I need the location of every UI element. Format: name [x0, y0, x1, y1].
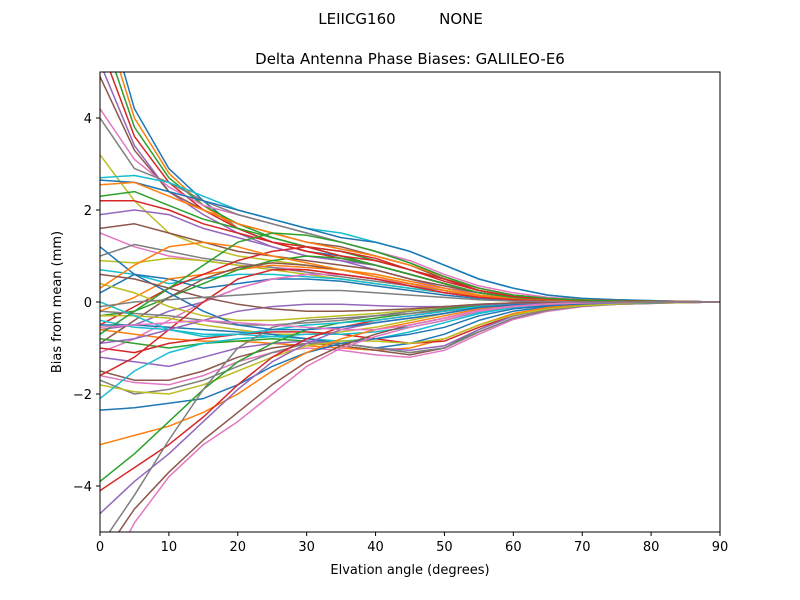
- figure-suptitle-right: NONE: [439, 10, 483, 28]
- y-tick-label: −2: [73, 388, 92, 403]
- series-line-s58: [100, 289, 720, 308]
- series-line-s11: [100, 179, 720, 303]
- x-tick-label: 10: [161, 540, 178, 555]
- x-tick-label: 80: [643, 540, 660, 555]
- x-tick-label: 0: [96, 540, 104, 555]
- y-axis: −4 −2 0 2 4: [73, 112, 100, 495]
- x-tick-label: 30: [298, 540, 315, 555]
- x-axis-label: Elvation angle (degrees): [330, 563, 489, 578]
- y-axis-label: Bias from mean (mm): [50, 231, 65, 373]
- x-tick-label: 90: [712, 540, 729, 555]
- series-layer: [100, 72, 720, 532]
- figure-suptitle-left: LEIICG160: [318, 10, 395, 28]
- x-axis: 0 10 20 30 40 50 60 70 80 90: [96, 532, 728, 555]
- x-tick-label: 60: [505, 540, 522, 555]
- y-tick-label: 2: [84, 204, 92, 219]
- series-line-s53: [100, 232, 720, 335]
- y-tick-label: 0: [84, 296, 92, 311]
- y-tick-label: 4: [84, 112, 92, 127]
- y-tick-label: −4: [73, 480, 92, 495]
- chart-title: Delta Antenna Phase Biases: GALILEO-E6: [255, 50, 565, 68]
- x-tick-label: 20: [230, 540, 247, 555]
- series-line-s39: [100, 301, 720, 395]
- x-tick-label: 40: [367, 540, 384, 555]
- x-tick-label: 70: [574, 540, 591, 555]
- x-tick-label: 50: [436, 540, 453, 555]
